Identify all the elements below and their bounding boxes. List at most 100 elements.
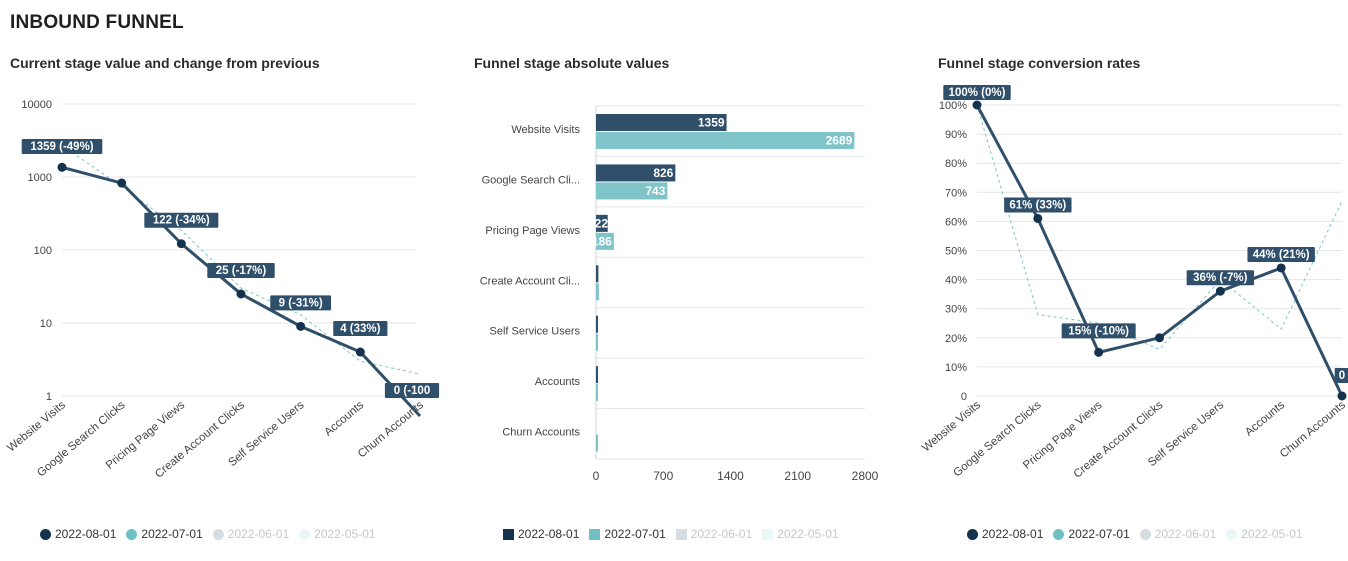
y-tick-label: Churn Accounts (502, 427, 580, 439)
data-label: 4 (33%) (333, 321, 388, 337)
legend-label: 2022-08-01 (982, 527, 1044, 541)
data-point (176, 239, 186, 249)
x-tick-label: Website Visits (920, 399, 983, 455)
data-point (972, 100, 982, 110)
legend-swatch-icon (675, 528, 687, 540)
legend-item[interactable]: 2022-05-01 (299, 527, 376, 541)
x-tick-label: 700 (653, 469, 673, 483)
y-tick-label: 40% (945, 275, 967, 287)
chart3-title: Funnel stage conversion rates (938, 55, 1141, 71)
x-tick-label: 1400 (717, 469, 744, 483)
legend-item[interactable]: 2022-06-01 (1139, 527, 1216, 541)
data-label-bg (384, 383, 440, 398)
data-label-bg (333, 321, 388, 337)
legend-swatch-icon (299, 528, 311, 540)
legend-item[interactable]: 2022-07-01 (1053, 527, 1130, 541)
data-label: 15% (-10%) (1061, 323, 1136, 339)
legend-item[interactable]: 2022-08-01 (503, 527, 579, 541)
data-point (1337, 391, 1347, 401)
legend-label: 2022-08-01 (55, 527, 117, 541)
y-tick-label: 0 (961, 391, 967, 403)
data-label-text: 61% (33%) (1009, 199, 1066, 211)
y-tick-label: 70% (945, 187, 967, 199)
data-label: 9 (-31%) (270, 295, 332, 311)
data-label-bg (270, 295, 332, 311)
data-label-text: 4 (33%) (340, 323, 380, 335)
y-tick-label: 20% (945, 333, 967, 345)
data-label: 743 (645, 184, 665, 198)
bar (596, 164, 676, 182)
data-point (355, 347, 365, 357)
y-tick-label: 100% (939, 100, 967, 112)
bar (596, 232, 614, 250)
bar (596, 265, 599, 283)
chart1-legend: 2022-08-01 2022-07-01 2022-06-01 2022-05… (40, 527, 386, 541)
data-label-text: 9 (-31%) (279, 297, 323, 309)
y-tick-label: 10% (945, 362, 967, 374)
x-tick-label: 0 (593, 469, 600, 483)
legend-item[interactable]: 2022-07-01 (126, 527, 203, 541)
data-label-bg (1186, 270, 1255, 286)
y-tick-label: 1000 (28, 172, 52, 184)
x-tick-label: 2100 (784, 469, 811, 483)
data-label: 122 (-34%) (144, 212, 219, 228)
data-label-text: 0 (1339, 370, 1345, 382)
data-label-bg (144, 212, 219, 228)
legend-label: 2022-07-01 (1068, 527, 1130, 541)
data-label-text: 25 (-17%) (216, 265, 267, 277)
series-line-2022-07-01 (976, 104, 1343, 351)
legend-swatch-icon (126, 528, 138, 540)
legend-swatch-icon (1053, 528, 1065, 540)
legend-item[interactable]: 2022-05-01 (762, 527, 839, 541)
data-label-bg (1004, 197, 1072, 213)
bar (596, 333, 598, 351)
legend-label: 2022-06-01 (690, 527, 753, 541)
data-point (57, 162, 67, 172)
y-tick-label: Create Account Cli... (480, 275, 580, 287)
legend-label: 2022-05-01 (314, 527, 376, 541)
data-label-bg (1061, 323, 1136, 339)
data-point (1094, 347, 1104, 357)
x-tick-label: 2800 (852, 469, 879, 483)
bar (596, 434, 598, 452)
y-tick-label: 30% (945, 304, 967, 316)
legend-item[interactable]: 2022-06-01 (675, 527, 753, 541)
data-point (117, 178, 127, 188)
legend-swatch-icon (589, 528, 601, 540)
y-tick-label: 60% (945, 216, 967, 228)
legend-label: 2022-07-01 (604, 527, 666, 541)
chart2-legend: 2022-08-01 2022-07-01 2022-06-01 2022-05… (503, 527, 849, 541)
data-label-text: 100% (0%) (949, 87, 1006, 99)
data-label: 44% (21%) (1247, 246, 1315, 262)
y-tick-label: 50% (945, 246, 967, 258)
data-label: 100% (0%) (943, 85, 1011, 100)
data-label-bg (1247, 246, 1315, 262)
legend-label: 2022-05-01 (777, 527, 839, 541)
data-point (1215, 286, 1225, 296)
data-label: 22 (595, 216, 609, 230)
data-label-bg (1334, 368, 1348, 383)
y-tick-label: 80% (945, 158, 967, 170)
data-point (1155, 333, 1164, 343)
chart3-legend: 2022-08-01 2022-07-01 2022-06-01 2022-05… (967, 527, 1313, 541)
bar (596, 114, 727, 131)
data-label-bg (21, 139, 103, 154)
data-point (1033, 213, 1043, 223)
data-label: 1359 (-49%) (21, 139, 103, 154)
bar (596, 384, 598, 402)
data-label-text: 36% (-7%) (1193, 272, 1247, 284)
data-label-text: 122 (-34%) (153, 215, 210, 227)
legend-item[interactable]: 2022-07-01 (589, 527, 666, 541)
data-point (296, 321, 306, 331)
data-label-bg (943, 85, 1011, 100)
legend-item[interactable]: 2022-06-01 (212, 527, 289, 541)
bar (596, 315, 598, 333)
legend-item[interactable]: 2022-05-01 (1226, 527, 1303, 541)
legend-swatch-icon (212, 528, 224, 540)
legend-item[interactable]: 2022-08-01 (40, 527, 116, 541)
bar (596, 132, 855, 149)
chart1-title: Current stage value and change from prev… (10, 55, 320, 71)
legend-item[interactable]: 2022-08-01 (967, 527, 1043, 541)
